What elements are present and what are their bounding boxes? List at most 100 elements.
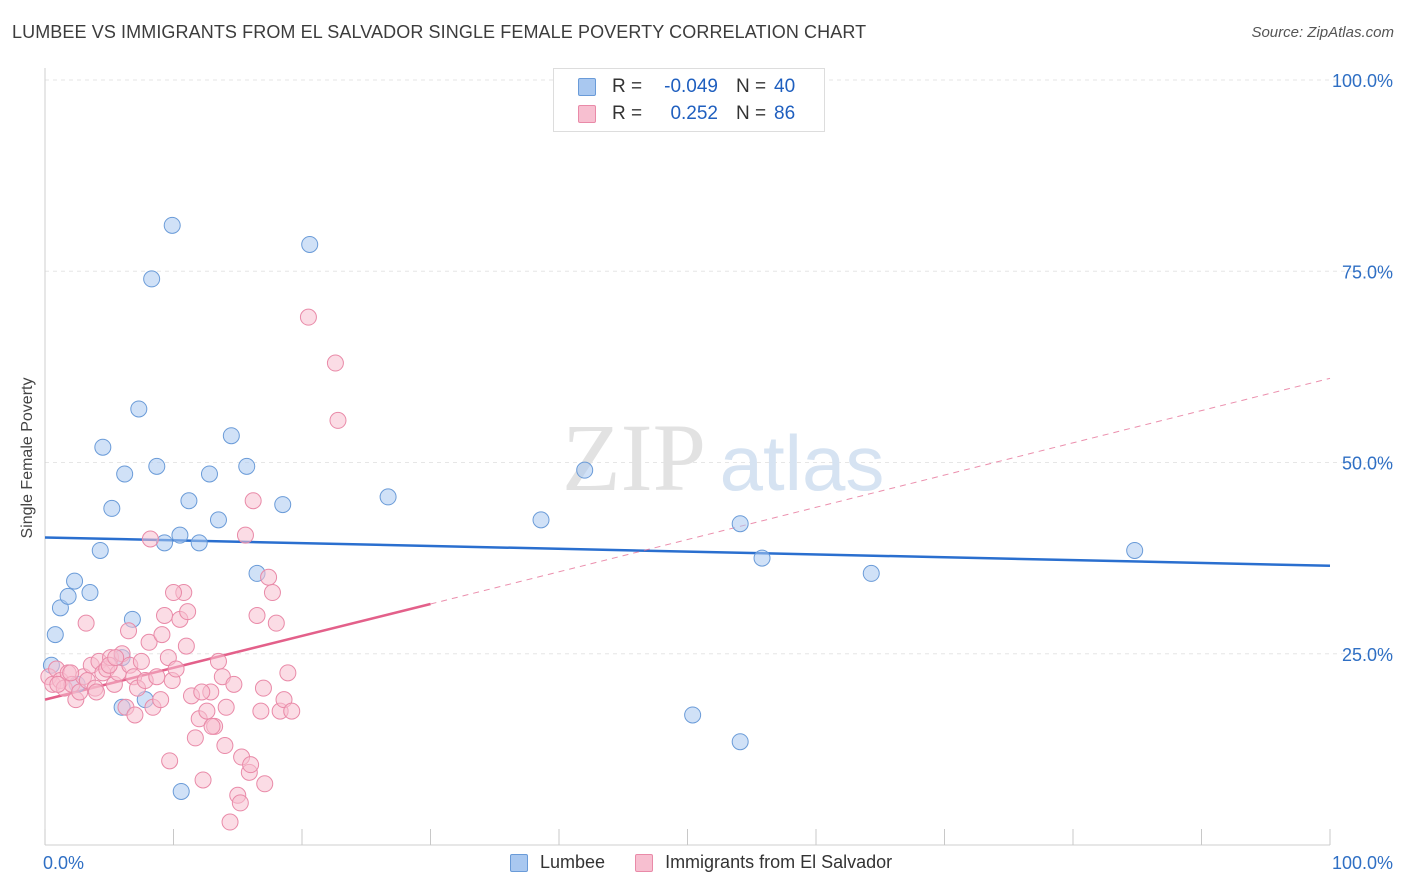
legend-row-el-salvador: R = 0.252 N = 86 [578, 102, 795, 126]
el-salvador-point [283, 702, 301, 720]
axes [44, 68, 1331, 846]
lumbee-point [81, 584, 99, 602]
x-tick-label-max: 100.0% [1332, 853, 1393, 873]
lumbee-point [171, 526, 189, 544]
lumbee-point [91, 541, 109, 559]
y-tick-label: 100.0% [1332, 71, 1393, 91]
lumbee-point [379, 488, 397, 506]
correlation-legend: R = -0.049 N = 40 R = 0.252 N = 86 [553, 68, 825, 132]
el-salvador-point [148, 668, 166, 686]
el-salvador-point [299, 308, 317, 326]
lumbee-point [731, 733, 749, 751]
el-salvador-point [161, 752, 179, 770]
r-label: R = [612, 103, 643, 124]
n-label: N = [736, 103, 767, 124]
lumbee-point [116, 465, 134, 483]
lumbee-point [180, 492, 198, 510]
el-salvador-point [167, 660, 185, 678]
r-label: R = [612, 76, 643, 97]
lumbee-point [532, 511, 550, 529]
lumbee-point [862, 564, 880, 582]
el-salvador-point [153, 626, 171, 644]
series-legend: Lumbee Immigrants from El Salvador [510, 852, 922, 873]
el-salvador-point [152, 691, 170, 709]
lumbee-point [172, 782, 190, 800]
el-salvador-point [260, 568, 278, 586]
el-salvador-point [198, 702, 216, 720]
el-salvador-point [177, 637, 195, 655]
el-salvador-point [140, 633, 158, 651]
n-value: 40 [774, 76, 796, 97]
y-axis-title: Single Female Poverty [19, 377, 36, 539]
el-salvador-point [225, 675, 243, 693]
el-salvador-point [87, 683, 105, 701]
el-salvador-point [248, 607, 266, 624]
el-salvador-point [252, 702, 270, 720]
el-salvador-point [263, 584, 281, 602]
el-salvador-point [254, 679, 272, 697]
grid [45, 79, 1395, 655]
r-value: -0.049 [664, 76, 718, 97]
lumbee-point [46, 626, 64, 644]
chart-title: LUMBEE VS IMMIGRANTS FROM EL SALVADOR SI… [12, 22, 867, 42]
data-points [40, 216, 1144, 831]
el-salvador-point [326, 354, 344, 372]
el-salvador-trendline-extension [430, 377, 1331, 605]
y-tick-label: 75.0% [1342, 262, 1393, 282]
lumbee-point [130, 400, 148, 418]
lumbee-point [66, 572, 84, 590]
lumbee-point [753, 549, 771, 567]
n-value: 86 [774, 103, 796, 124]
el-salvador-point [256, 775, 274, 793]
legend-swatch-lumbee [578, 78, 596, 96]
legend-label-el-salvador: Immigrants from El Salvador [665, 852, 893, 872]
el-salvador-point [267, 614, 285, 632]
tick-labels: 25.0% 50.0% 75.0% 100.0% 0.0% 100.0% [43, 71, 1393, 873]
legend-item-el-salvador[interactable]: Immigrants from El Salvador [635, 852, 892, 873]
el-salvador-point [193, 683, 211, 701]
el-salvador-point [156, 607, 174, 624]
lumbee-point [94, 438, 112, 456]
el-salvador-point [141, 530, 159, 548]
el-salvador-point [216, 737, 234, 755]
el-salvador-point [120, 622, 138, 640]
el-salvador-point [77, 614, 95, 632]
watermark-atlas: atlas [720, 419, 885, 507]
el-salvador-point [209, 652, 227, 670]
legend-label-lumbee: Lumbee [540, 852, 606, 872]
el-salvador-point [62, 664, 80, 682]
lumbee-point [209, 511, 227, 529]
lumbee-point [274, 496, 292, 514]
el-salvador-point [194, 771, 212, 789]
lumbee-point [301, 235, 319, 253]
lumbee-point [200, 465, 218, 483]
el-salvador-point [132, 652, 150, 670]
el-salvador-point [217, 698, 235, 716]
el-salvador-point [231, 794, 249, 812]
legend-swatch-lumbee [510, 853, 528, 872]
source-label: Source: ZipAtlas.com [1251, 24, 1394, 41]
legend-swatch-el-salvador [635, 853, 654, 872]
lumbee-point [222, 427, 240, 445]
el-salvador-point [279, 664, 297, 682]
el-salvador-point [126, 706, 144, 724]
x-tick-label-min: 0.0% [43, 853, 84, 873]
watermark-zip: ZIP [562, 404, 706, 511]
r-value: 0.252 [670, 103, 718, 124]
el-salvador-point [244, 492, 262, 510]
lumbee-point [684, 706, 702, 724]
el-salvador-point [242, 756, 260, 774]
y-tick-label: 50.0% [1342, 454, 1393, 474]
lumbee-point [148, 457, 166, 475]
legend-swatch-el-salvador [578, 105, 596, 123]
lumbee-point [103, 499, 121, 517]
el-salvador-point [49, 675, 67, 693]
el-salvador-point [203, 717, 221, 735]
y-tick-label: 25.0% [1342, 645, 1393, 665]
lumbee-point [576, 461, 594, 479]
el-salvador-point [186, 729, 204, 747]
lumbee-point [190, 534, 208, 552]
lumbee-trendline [44, 536, 1331, 568]
legend-item-lumbee[interactable]: Lumbee [510, 852, 605, 873]
